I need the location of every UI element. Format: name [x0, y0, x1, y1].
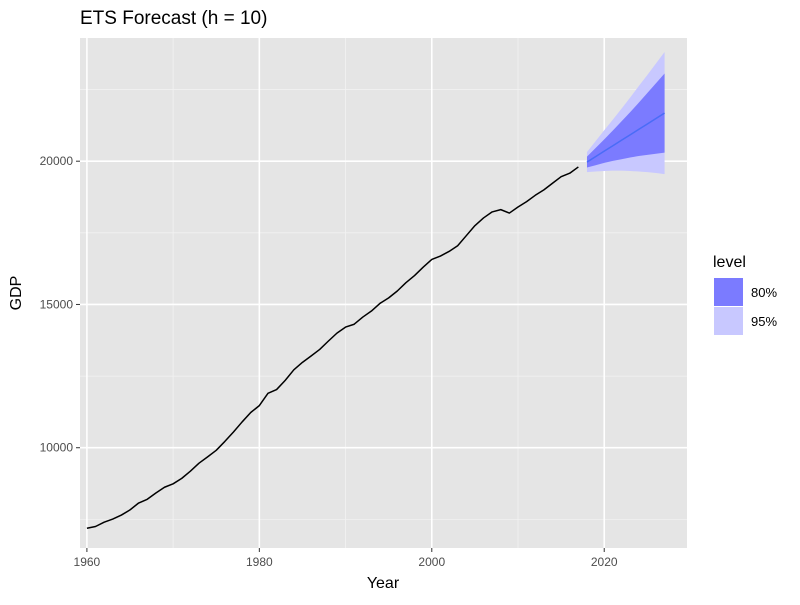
- legend-swatch-95: [714, 307, 743, 335]
- forecast-intervals: [586, 52, 665, 175]
- panel-background: [80, 38, 687, 548]
- series-lines: [86, 112, 665, 529]
- legend-label-95: 95%: [751, 314, 777, 329]
- x-tick-label: 2000: [418, 555, 445, 569]
- legend-swatch-80: [714, 278, 743, 306]
- x-axis-ticks: 1960 1980 2000 2020: [74, 548, 618, 569]
- legend-title: level: [713, 254, 746, 271]
- gdp-line: [86, 166, 579, 529]
- forecast-line: [586, 112, 665, 163]
- minor-gridlines: [80, 38, 687, 548]
- chart-title: ETS Forecast (h = 10): [80, 8, 267, 29]
- legend-label-80: 80%: [751, 285, 777, 300]
- x-tick-label: 2020: [591, 555, 618, 569]
- legend: level 80% 95%: [713, 254, 777, 335]
- y-axis-title: GDP: [8, 276, 25, 311]
- x-axis-title: Year: [367, 575, 400, 592]
- y-axis-ticks: 10000 15000 20000: [40, 154, 80, 455]
- y-tick-label: 15000: [40, 297, 74, 311]
- x-tick-label: 1960: [74, 555, 101, 569]
- major-gridlines: [80, 38, 687, 548]
- interval-band-80: [586, 73, 665, 168]
- y-tick-label: 10000: [40, 441, 74, 455]
- y-tick-label: 20000: [40, 154, 74, 168]
- x-tick-label: 1980: [246, 555, 273, 569]
